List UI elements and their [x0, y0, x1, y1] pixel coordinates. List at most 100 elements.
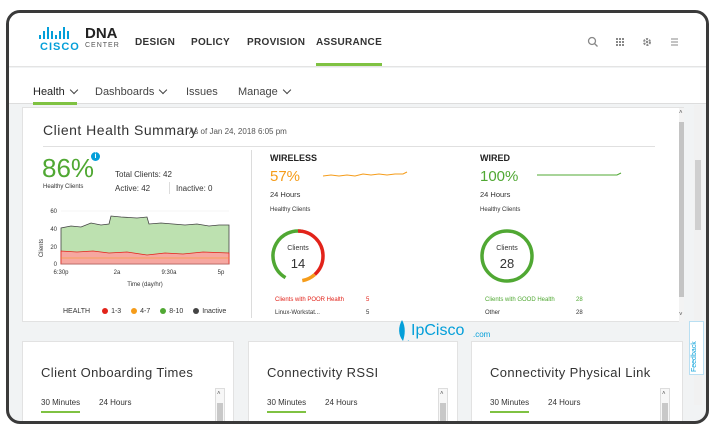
wireless-device-type[interactable]: Linux-Workstat...: [275, 310, 320, 316]
chart-xlabel: Time (day/hr): [127, 282, 162, 288]
scroll-down-icon[interactable]: ˅: [679, 312, 683, 318]
apps-grid-icon[interactable]: [613, 35, 627, 49]
wired-healthy-label: Healthy Clients: [480, 207, 521, 213]
ytick-label: 60: [50, 209, 57, 215]
tab-24-hours[interactable]: 24 Hours: [99, 398, 132, 407]
tab-30-minutes[interactable]: 30 Minutes: [267, 398, 307, 413]
inactive-clients: Inactive: 0: [176, 184, 213, 193]
chart-ylabel: Clients: [39, 239, 45, 257]
wired-donut-value: 28: [499, 256, 515, 271]
wired-heading: WIRED: [480, 153, 510, 163]
wired-donut[interactable]: [477, 226, 537, 286]
healthy-clients-label: Healthy Clients: [43, 184, 84, 190]
wireless-healthy-label: Healthy Clients: [270, 207, 311, 213]
wireless-donut[interactable]: [268, 226, 328, 286]
scroll-up-icon[interactable]: ˄: [679, 110, 683, 116]
tab-30-minutes[interactable]: 30 Minutes: [41, 398, 81, 413]
wireless-poor-health-label[interactable]: Clients with POOR Health: [275, 297, 345, 303]
client-health-summary-card: Client Health Summary As of Jan 24, 2018…: [22, 107, 684, 322]
cisco-dna-logo[interactable]: CISCO DNA CENTER: [39, 25, 119, 55]
wireless-heading: WIRELESS: [270, 153, 318, 163]
nav-design[interactable]: DESIGN: [135, 37, 176, 48]
nav-provision[interactable]: PROVISION: [247, 37, 306, 48]
product-name: DNA: [85, 25, 118, 42]
legend-item-inactive[interactable]: Inactive: [193, 308, 226, 315]
tab-24-hours[interactable]: 24 Hours: [325, 398, 358, 407]
card-title: Connectivity Physical Link: [490, 365, 651, 380]
xtick-label: 6:30p: [53, 270, 69, 276]
connectivity-physical-link-card: Connectivity Physical Link 30 Minutes 24…: [471, 341, 683, 421]
ytick-label: 0: [54, 262, 58, 268]
active-clients: Active: 42: [115, 184, 151, 193]
client-health-chart: Clients 60 40 20 0 6:30p 2a 9:30a 5p Tim…: [39, 209, 230, 288]
gear-icon[interactable]: [640, 35, 654, 49]
scroll-up-icon[interactable]: ˄: [440, 391, 444, 397]
chevron-down-icon: [282, 85, 292, 95]
tab-24-hours[interactable]: 24 Hours: [548, 398, 581, 407]
card-title: Client Health Summary: [43, 122, 198, 138]
wired-good-health-count: 28: [576, 297, 583, 303]
top-bar: CISCO DNA CENTER DESIGN POLICY PROVISION…: [9, 13, 706, 67]
wired-good-health-label[interactable]: Clients with GOOD Health: [485, 297, 555, 303]
wired-period: 24 Hours: [480, 190, 511, 199]
wireless-donut-value: 14: [290, 256, 306, 271]
tab-health[interactable]: Health: [33, 85, 79, 105]
app-window: CISCO DNA CENTER DESIGN POLICY PROVISION…: [6, 10, 709, 424]
wired-device-type[interactable]: Other: [485, 310, 501, 316]
tab-manage[interactable]: Manage: [238, 85, 292, 98]
xtick-label: 2a: [114, 270, 121, 276]
sub-navigation: Health Dashboards Issues Manage: [9, 68, 706, 105]
wireless-donut-label: Clients: [287, 245, 309, 252]
page-scrollbar-thumb[interactable]: [695, 160, 701, 230]
product-subname: CENTER: [85, 42, 120, 49]
section-divider: [251, 150, 252, 318]
wired-percentage: 100%: [480, 168, 519, 185]
tab-30-minutes[interactable]: 30 Minutes: [490, 398, 530, 413]
card-scrollbar-thumb[interactable]: [679, 122, 684, 297]
wireless-trend-sparkline: [322, 171, 408, 177]
legend-item-fair[interactable]: 4-7: [131, 308, 150, 315]
chevron-down-icon: [159, 85, 168, 95]
tab-issues[interactable]: Issues: [186, 86, 218, 98]
divider: [43, 146, 655, 147]
feedback-tab[interactable]: Feedback: [689, 321, 704, 375]
legend-item-poor[interactable]: 1-3: [102, 308, 121, 315]
wireless-percentage: 57%: [270, 168, 301, 185]
as-of-timestamp: As of Jan 24, 2018 6:05 pm: [189, 127, 287, 136]
info-icon[interactable]: i: [91, 152, 100, 161]
ytick-label: 20: [50, 245, 57, 251]
card-title: Connectivity RSSI: [267, 365, 379, 380]
connectivity-rssi-card: Connectivity RSSI 30 Minutes 24 Hours ˄: [248, 341, 458, 421]
ytick-label: 40: [50, 227, 57, 233]
card-title: Client Onboarding Times: [41, 365, 194, 380]
page-scrollbar[interactable]: [694, 105, 702, 405]
nav-policy[interactable]: POLICY: [191, 37, 231, 48]
health-legend: HEALTH 1-3 4-7 8-10 Inactive: [63, 308, 227, 315]
scroll-up-icon[interactable]: ˄: [662, 391, 666, 397]
card-scrollbar[interactable]: ˄: [438, 388, 448, 421]
chevron-down-icon: [69, 85, 79, 95]
wireless-poor-health-count: 5: [366, 297, 370, 303]
xtick-label: 5p: [218, 270, 225, 276]
brand-name: CISCO: [40, 41, 80, 53]
total-clients: Total Clients: 42: [115, 170, 172, 179]
menu-icon[interactable]: [667, 35, 681, 49]
wired-device-count: 28: [576, 310, 583, 316]
xtick-label: 9:30a: [161, 270, 177, 276]
wired-donut-label: Clients: [496, 245, 518, 252]
card-scrollbar[interactable]: [679, 108, 684, 322]
wireless-period: 24 Hours: [270, 190, 301, 199]
series-poor-area: [60, 250, 230, 265]
scroll-up-icon[interactable]: ˄: [217, 391, 221, 397]
healthy-percentage: 86%: [42, 153, 95, 183]
card-scrollbar[interactable]: ˄: [215, 388, 225, 421]
card-scrollbar[interactable]: ˄: [660, 388, 670, 421]
nav-assurance[interactable]: ASSURANCE: [316, 37, 383, 66]
legend-item-good[interactable]: 8-10: [160, 308, 183, 315]
cisco-bars-icon: [39, 27, 69, 39]
client-onboarding-times-card: Client Onboarding Times 30 Minutes 24 Ho…: [22, 341, 234, 421]
search-icon[interactable]: [586, 35, 600, 49]
wireless-device-count: 5: [366, 310, 370, 316]
wired-trend-sparkline: [537, 172, 622, 176]
tab-dashboards[interactable]: Dashboards: [95, 85, 168, 98]
